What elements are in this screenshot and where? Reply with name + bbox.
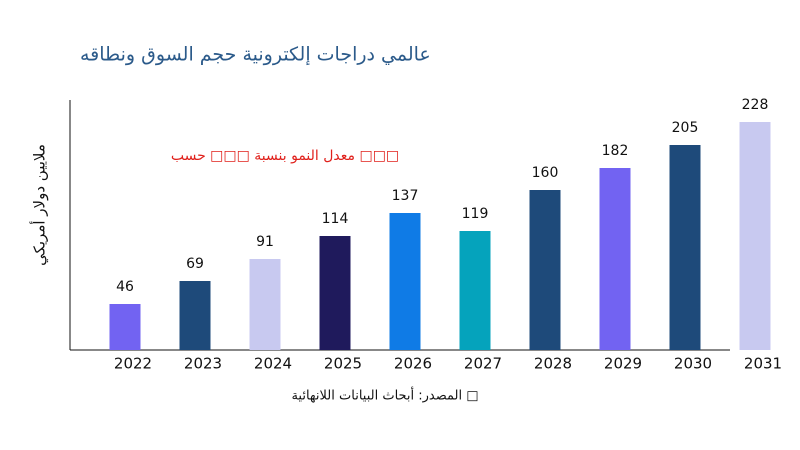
bar: [319, 236, 351, 350]
value-label: 46: [116, 279, 134, 295]
bar: [529, 190, 561, 350]
source-note: المصدر: أبحاث البيانات اللانهائية □: [291, 387, 478, 404]
y-axis-label: ملايين دولار أمريكي: [30, 144, 50, 266]
x-tick-label: 2029: [604, 355, 642, 373]
x-tick-label: 2027: [464, 355, 502, 373]
value-label: 228: [742, 97, 769, 113]
value-label: 119: [462, 206, 489, 222]
value-label: 182: [602, 143, 629, 159]
bar: [109, 304, 141, 350]
bar: [249, 259, 281, 350]
value-label: 160: [532, 165, 559, 181]
value-label: 205: [672, 120, 699, 136]
bar: [669, 145, 701, 350]
value-label: 69: [186, 256, 204, 272]
x-tick-label: 2025: [324, 355, 362, 373]
bar: [389, 213, 421, 350]
x-tick-label: 2026: [394, 355, 432, 373]
value-label: 114: [322, 211, 349, 227]
x-tick-label: 2031: [744, 355, 782, 373]
value-label: 137: [392, 188, 419, 204]
x-tick-label: 2030: [674, 355, 712, 373]
bar: [179, 281, 211, 350]
x-tick-label: 2028: [534, 355, 572, 373]
bar: [739, 122, 771, 350]
value-label: 91: [256, 234, 274, 250]
bar: [599, 168, 631, 350]
x-tick-label: 2024: [254, 355, 292, 373]
annotation: معدل النمو بنسبة □□□ حسب □□□: [171, 148, 399, 164]
bar: [459, 231, 491, 350]
chart-title: عالمي دراجات إلكترونية حجم السوق ونطاقه: [80, 44, 431, 67]
x-tick-label: 2022: [114, 355, 152, 373]
x-tick-label: 2023: [184, 355, 222, 373]
